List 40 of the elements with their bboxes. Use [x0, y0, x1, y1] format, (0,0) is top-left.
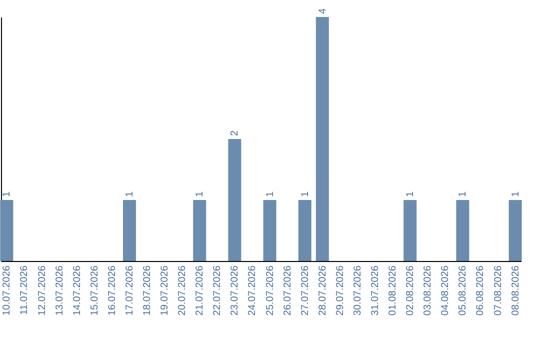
data-label: 1: [124, 191, 136, 197]
x-tick-label: 27.07.2026: [300, 265, 311, 316]
data-label: 1: [300, 191, 311, 197]
x-tick-label: 04.08.2026: [440, 265, 452, 316]
data-label: 1: [458, 191, 469, 197]
x-tick-label: 28.07.2026: [317, 265, 328, 316]
x-tick-label: 12.07.2026: [36, 265, 48, 316]
x-tick-label: 14.07.2026: [72, 265, 83, 316]
x-tick-label: 29.07.2026: [334, 265, 346, 316]
x-tick-label: 31.07.2026: [370, 265, 381, 316]
x-tick-label: 24.07.2026: [247, 265, 258, 316]
x-tick-label: 30.07.2026: [352, 265, 364, 316]
x-tick-label: 01.08.2026: [388, 265, 399, 316]
x-tick-label: 13.07.2026: [54, 265, 66, 316]
data-label: 1: [510, 191, 522, 197]
x-tick-label: 11.07.2026: [19, 265, 30, 315]
x-tick-label: 21.07.2026: [194, 265, 206, 316]
data-label: 1: [194, 191, 206, 197]
x-tick-label: 25.07.2026: [264, 265, 276, 316]
x-tick-label: 18.07.2026: [142, 265, 154, 316]
x-tick-label: 10.07.2026: [2, 265, 13, 316]
x-tick-label: 16.07.2026: [106, 265, 118, 316]
x-tick-label: 19.07.2026: [160, 265, 171, 316]
x-tick-label: 17.07.2026: [124, 265, 136, 316]
data-label: 1: [405, 191, 416, 197]
x-tick-label: 22.07.2026: [212, 265, 224, 316]
x-tick-label: 08.08.2026: [510, 265, 522, 316]
x-tick-label: 06.08.2026: [475, 265, 486, 316]
data-label: 1: [264, 191, 276, 197]
x-tick-label: 05.08.2026: [458, 265, 469, 316]
x-tick-label: 03.08.2026: [422, 265, 434, 316]
data-label: 4: [317, 8, 328, 14]
x-tick-label: 07.08.2026: [492, 265, 504, 316]
data-label: 2: [230, 130, 241, 136]
x-tick-label: 02.08.2026: [405, 265, 416, 316]
x-tick-label: 15.07.2026: [89, 265, 100, 316]
data-label: 1: [2, 191, 13, 197]
x-tick-label: 20.07.2026: [177, 265, 188, 316]
x-tick-label: 23.07.2026: [230, 265, 241, 316]
x-tick-label: 26.07.2026: [282, 265, 294, 316]
